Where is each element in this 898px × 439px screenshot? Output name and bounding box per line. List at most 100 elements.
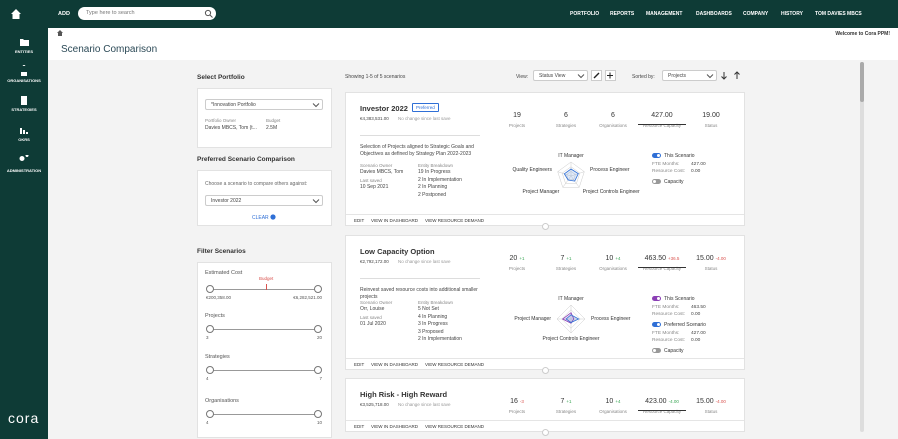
nav-link[interactable]: DASHBOARDS (696, 11, 732, 17)
slider-handle[interactable] (314, 410, 322, 418)
view-select[interactable]: Status View (533, 70, 588, 81)
breakdown-item: 2 In Planning (418, 184, 448, 190)
expand-toggle[interactable] (542, 429, 549, 436)
stat: 15.00 -4.00 Status (681, 390, 741, 414)
nav-link[interactable]: COMPANY (743, 11, 769, 17)
sort-direction[interactable] (719, 70, 745, 81)
label: Last saved (360, 178, 382, 183)
scrollbar[interactable] (860, 62, 864, 432)
clear-icon[interactable] (270, 214, 276, 220)
legend-value: 427.00 (691, 331, 706, 336)
scenario-name[interactable]: High Risk - High Reward (360, 390, 448, 399)
slider-handle[interactable] (314, 325, 322, 333)
action[interactable]: EDIT (354, 362, 365, 367)
scenario-cost: €2,792,172.00 (360, 259, 389, 264)
stat: 427.00 Resource Capacity (632, 104, 692, 128)
stat: 6 Strategies (536, 104, 596, 128)
nav-link[interactable]: MANAGEMENT (646, 11, 683, 17)
toggle[interactable] (652, 179, 661, 184)
stat-label: Resource Capacity (642, 409, 682, 414)
label: Scenario Owner (360, 163, 393, 168)
slider-track (210, 414, 318, 415)
stat-delta: -4.00 (715, 399, 726, 404)
scenario-name[interactable]: Investor 2022 (360, 104, 408, 113)
slider-handle[interactable] (206, 410, 214, 418)
nav-link[interactable]: HISTORY (781, 11, 803, 17)
toggle-label: Preferred Scenario (664, 322, 706, 328)
preferred-select[interactable]: Investor 2022 (205, 195, 323, 206)
action[interactable]: VIEW RESOURCE DEMAND (425, 218, 485, 223)
value: 2.5M (266, 125, 278, 131)
slider-handle[interactable] (206, 366, 214, 374)
value: Davies MBCS, Tom (t... (205, 125, 257, 131)
sidebar-item[interactable]: ENTITIES (14, 49, 33, 54)
action[interactable]: VIEW IN DASHBOARD (371, 362, 419, 367)
breadcrumb-home[interactable] (57, 30, 63, 36)
active-underline (638, 124, 686, 125)
toggle-label: Capacity (664, 179, 684, 185)
label: Entity Breakdown (418, 163, 454, 168)
sidebar-item[interactable]: ADMINISTRATION (6, 168, 42, 173)
nav-link[interactable]: PORTFOLIO (570, 11, 600, 17)
stat-value: 20 (509, 255, 518, 262)
nav-link[interactable]: TOM DAVIES MBCS (815, 11, 862, 17)
sidebar-icon[interactable] (18, 65, 30, 77)
toggle[interactable] (652, 348, 661, 353)
header (48, 28, 898, 60)
prompt: Choose a scenario to compare others agai… (205, 181, 308, 187)
slider-handle[interactable] (206, 325, 214, 333)
legend-value: 427.00 (691, 162, 706, 167)
clear-button[interactable]: CLEAR (252, 215, 269, 221)
radar-chart (557, 161, 585, 188)
sidebar-item[interactable]: STRATEGIES (11, 107, 37, 112)
sidebar-item[interactable]: OKRS (18, 137, 30, 142)
toggle[interactable] (652, 153, 661, 158)
toggle-knob (653, 180, 656, 183)
scroll-thumb[interactable] (860, 62, 864, 102)
active-underline (638, 267, 686, 268)
breakdown-item: 5 Not Set (418, 306, 439, 312)
sidebar-icon[interactable] (18, 124, 30, 136)
sidebar-icon[interactable] (18, 155, 30, 167)
action[interactable]: EDIT (354, 218, 365, 223)
radar-label: IT Manager (558, 296, 584, 302)
sidebar-item[interactable]: ORGANISATIONS (7, 78, 41, 83)
stat-label: Resource Capacity (642, 123, 682, 128)
search-box[interactable] (78, 7, 216, 20)
logo[interactable]: cora (8, 410, 40, 426)
legend-value: 0.00 (691, 312, 701, 317)
badge: Preferred (412, 103, 439, 112)
stat-delta: +4 (615, 399, 621, 404)
expand-toggle[interactable] (542, 367, 549, 374)
toggle[interactable] (652, 322, 661, 327)
portfolio-select[interactable]: *Innovation Portfolio (205, 99, 323, 110)
slider-handle[interactable] (314, 285, 322, 293)
slider-handle[interactable] (314, 366, 322, 374)
chevron (312, 199, 320, 204)
add-button[interactable]: ADD (58, 11, 70, 17)
action[interactable]: EDIT (354, 424, 365, 429)
nav-link[interactable]: REPORTS (610, 11, 635, 17)
scenario-name[interactable]: Low Capacity Option (360, 247, 435, 256)
slider-max: €6,282,521.00 (293, 295, 322, 300)
sidebar-icon[interactable] (18, 36, 30, 48)
search-icon[interactable] (204, 9, 213, 18)
page-title: Scenario Comparison (61, 44, 158, 55)
breakdown-item: 2 In Implementation (418, 336, 462, 342)
toggle[interactable] (652, 296, 661, 301)
home-icon[interactable] (10, 8, 22, 20)
sort-select[interactable]: Projects (662, 70, 717, 81)
action[interactable]: VIEW RESOURCE DEMAND (425, 424, 485, 429)
scenario-cost: €3,525,718.00 (360, 402, 389, 407)
stat-value: 10 (605, 398, 614, 405)
action[interactable]: VIEW RESOURCE DEMAND (425, 362, 485, 367)
sidebar-icon[interactable] (18, 94, 30, 106)
expand-toggle[interactable] (542, 223, 549, 230)
stat: 423.00 -4.00 Resource Capacity (632, 390, 692, 414)
slider-handle[interactable] (206, 285, 214, 293)
action[interactable]: VIEW IN DASHBOARD (371, 424, 419, 429)
action[interactable]: VIEW IN DASHBOARD (371, 218, 419, 223)
stat-label: Projects (508, 409, 526, 414)
radar-label: Project Manager (514, 316, 551, 322)
toggle-knob (657, 323, 660, 326)
